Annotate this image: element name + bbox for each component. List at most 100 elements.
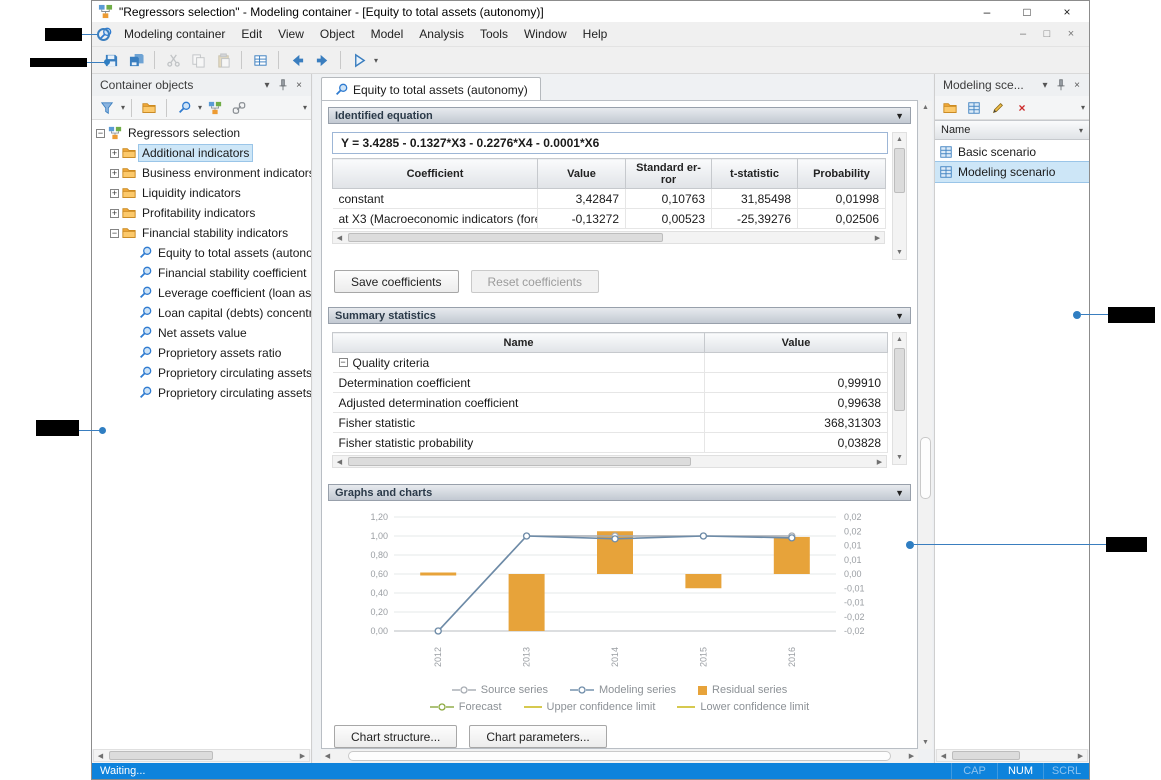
- summary-hscrollbar[interactable]: ◀ ▶: [332, 455, 887, 468]
- menu-edit[interactable]: Edit: [241, 27, 263, 41]
- collapse-expander-icon[interactable]: [338, 358, 348, 367]
- tree-root-regressors-selection[interactable]: Regressors selection: [92, 123, 311, 143]
- edit-scenario-button[interactable]: [987, 97, 1009, 119]
- scrollbar-thumb[interactable]: [920, 437, 931, 500]
- chart-parameters-button[interactable]: Chart parameters...: [469, 725, 607, 748]
- filter-dropdown-chevron[interactable]: ▾: [121, 103, 126, 112]
- left-panel-dropdown-icon[interactable]: ▾: [264, 79, 270, 91]
- table-row[interactable]: Adjusted determination coefficient 0,996…: [332, 392, 888, 413]
- scrollbar-track[interactable]: [950, 750, 1074, 761]
- scrollbar-thumb[interactable]: [952, 751, 1021, 760]
- tree-folder-financial-stability[interactable]: Financial stability indicators: [92, 223, 311, 243]
- tab-equity-to-total-assets[interactable]: Equity to total assets (autonomy): [321, 77, 541, 101]
- left-panel-pin-button[interactable]: [275, 77, 291, 93]
- menu-view[interactable]: View: [278, 27, 304, 41]
- new-model-button[interactable]: [173, 97, 195, 119]
- copy-button[interactable]: [187, 49, 209, 71]
- graphs-and-charts-header[interactable]: Graphs and charts ▼: [328, 484, 911, 501]
- new-model-dropdown-chevron[interactable]: ▾: [198, 103, 203, 112]
- scrollbar-thumb[interactable]: [894, 148, 905, 193]
- scroll-right-icon[interactable]: ▶: [874, 234, 881, 242]
- col-header-t-statistic[interactable]: t-statistic: [711, 158, 798, 189]
- scroll-up-icon[interactable]: ▲: [896, 136, 903, 143]
- scrollbar-thumb[interactable]: [348, 233, 663, 242]
- col-header-standard-error[interactable]: Standard er- ror: [625, 158, 712, 189]
- tree-item-leverage-coefficient[interactable]: Leverage coefficient (loan ass: [92, 283, 311, 303]
- minimize-button[interactable]: –: [983, 4, 991, 19]
- collapse-expander-icon[interactable]: [96, 128, 105, 138]
- new-scenario-button[interactable]: [963, 97, 985, 119]
- right-panel-close-button[interactable]: ×: [1074, 79, 1080, 91]
- menu-help[interactable]: Help: [582, 27, 608, 41]
- expand-expander-icon[interactable]: [110, 208, 119, 218]
- collapse-expander-icon[interactable]: [110, 228, 119, 238]
- scroll-down-icon[interactable]: ▼: [896, 454, 903, 461]
- col-header-name[interactable]: Name: [332, 332, 705, 353]
- expand-expander-icon[interactable]: [110, 188, 119, 198]
- scroll-down-icon[interactable]: ▼: [896, 249, 903, 256]
- left-panel-hscrollbar[interactable]: ◀ ▶: [93, 749, 310, 762]
- menu-model[interactable]: Model: [370, 27, 404, 41]
- properties-button[interactable]: [249, 49, 271, 71]
- scrollbar-track[interactable]: [893, 146, 906, 246]
- scroll-down-icon[interactable]: ▼: [922, 739, 929, 746]
- menu-analysis[interactable]: Analysis: [419, 27, 464, 41]
- tree-item-proprietory-circulating-assets-1[interactable]: Proprietory circulating assets: [92, 363, 311, 383]
- menu-modeling-container[interactable]: Modeling container: [124, 27, 226, 41]
- table-group-row[interactable]: Quality criteria: [332, 352, 888, 373]
- run-dropdown-chevron[interactable]: ▾: [374, 55, 379, 65]
- col-header-probability[interactable]: Probability: [797, 158, 886, 189]
- equation-hscrollbar[interactable]: ◀ ▶: [332, 231, 885, 244]
- table-row[interactable]: Fisher statistic probability 0,03828: [332, 432, 888, 453]
- table-row[interactable]: Determination coefficient 0,99910: [332, 372, 888, 393]
- save-all-button[interactable]: [125, 49, 147, 71]
- scroll-left-icon[interactable]: ◀: [940, 752, 947, 760]
- scroll-right-icon[interactable]: ▶: [908, 753, 915, 760]
- tree-folder-profitability[interactable]: Profitability indicators: [92, 203, 311, 223]
- scrollbar-thumb[interactable]: [109, 751, 213, 760]
- menu-window[interactable]: Window: [523, 27, 567, 41]
- tree-item-loan-capital-concentration[interactable]: Loan capital (debts) concentr: [92, 303, 311, 323]
- col-header-coefficient[interactable]: Coefficient: [332, 158, 538, 189]
- summary-statistics-header[interactable]: Summary statistics ▼: [328, 307, 911, 324]
- scroll-left-icon[interactable]: ◀: [97, 752, 104, 760]
- equation-vscrollbar[interactable]: ▲ ▼: [892, 132, 907, 260]
- col-header-value[interactable]: Value: [704, 332, 888, 353]
- scroll-up-icon[interactable]: ▲: [896, 336, 903, 343]
- close-button[interactable]: ×: [1063, 4, 1071, 19]
- equation-field[interactable]: Y = 3.4285 - 0.1327*X3 - 0.2276*X4 - 0.0…: [332, 132, 888, 154]
- scroll-right-icon[interactable]: ▶: [876, 458, 883, 466]
- maximize-button[interactable]: □: [1023, 4, 1031, 19]
- identified-equation-header[interactable]: Identified equation ▼: [328, 107, 911, 124]
- tree-folder-liquidity[interactable]: Liquidity indicators: [92, 183, 311, 203]
- left-toolbar-overflow-chevron[interactable]: ▾: [302, 103, 307, 112]
- scroll-right-icon[interactable]: ▶: [1077, 752, 1084, 760]
- scrollbar-track[interactable]: [893, 346, 906, 451]
- scroll-left-icon[interactable]: ◀: [336, 234, 343, 242]
- scroll-left-icon[interactable]: ◀: [324, 753, 331, 760]
- mdi-minimize-button[interactable]: –: [1019, 28, 1027, 40]
- menu-object[interactable]: Object: [319, 27, 355, 41]
- tree-item-net-assets-value[interactable]: Net assets value: [92, 323, 311, 343]
- scrollbar-track[interactable]: [346, 456, 873, 467]
- run-button[interactable]: [348, 49, 370, 71]
- right-panel-hscrollbar[interactable]: ◀ ▶: [936, 749, 1088, 762]
- metamodel-button[interactable]: [204, 97, 226, 119]
- new-folder-button[interactable]: [138, 97, 160, 119]
- scenario-name-column-header[interactable]: Name ▾: [935, 120, 1089, 140]
- scroll-up-icon[interactable]: ▲: [922, 104, 929, 111]
- scrollbar-track[interactable]: [919, 114, 932, 736]
- back-button[interactable]: [286, 49, 308, 71]
- right-panel-dropdown-icon[interactable]: ▾: [1042, 79, 1048, 91]
- collapse-section-icon[interactable]: ▼: [895, 110, 904, 121]
- left-panel-close-button[interactable]: ×: [296, 79, 302, 91]
- mdi-close-button[interactable]: ×: [1067, 28, 1075, 40]
- forward-button[interactable]: [311, 49, 333, 71]
- table-row[interactable]: constant 3,42847 0,10763 31,85498 0,0199…: [332, 188, 886, 209]
- expand-expander-icon[interactable]: [110, 168, 119, 178]
- tree-item-proprietory-assets-ratio[interactable]: Proprietory assets ratio: [92, 343, 311, 363]
- tree-item-proprietory-circulating-assets-2[interactable]: Proprietory circulating assets: [92, 383, 311, 403]
- summary-vscrollbar[interactable]: ▲ ▼: [892, 332, 907, 465]
- mdi-restore-button[interactable]: □: [1043, 28, 1051, 40]
- scroll-left-icon[interactable]: ◀: [336, 458, 343, 466]
